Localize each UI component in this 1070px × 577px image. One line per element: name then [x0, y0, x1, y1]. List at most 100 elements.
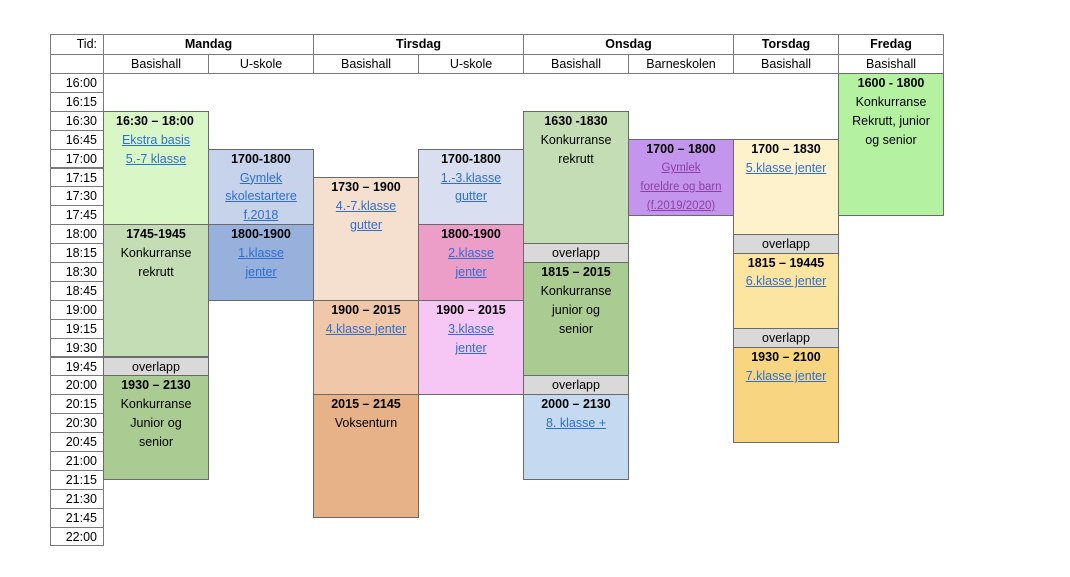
activity-link[interactable]: gutter [350, 217, 382, 232]
activity-block: 1700-1800 1.-3.klasse gutter [418, 148, 524, 226]
activity-block: 1745-1945 Konkurranse rekrutt [103, 224, 209, 358]
activity-link[interactable]: f.2018 [243, 208, 279, 223]
activity-time: 1930 – 2130 [121, 378, 191, 393]
activity-link[interactable]: jenter [245, 265, 277, 279]
day-header-fredag: Fredag [838, 34, 944, 55]
activity-time: 1700 – 1830 [751, 142, 821, 157]
activity-link[interactable]: 7.klasse jenter [745, 368, 827, 383]
time-slot: 20:30 [50, 413, 104, 434]
activity-block: overlapp [733, 328, 839, 349]
tid-subheader-empty [50, 54, 104, 74]
activity-block: 1800-1900 1.klasse jenter [208, 224, 314, 301]
activity-block: 2000 – 2130 8. klasse + [523, 394, 629, 481]
activity-block: 16:30 – 18:00 Ekstra basis 5.-7 klasse [103, 110, 209, 226]
activity-text: overlapp [762, 236, 810, 251]
activity-link[interactable]: 1.klasse [238, 246, 284, 261]
activity-link[interactable]: Ekstra basis [121, 132, 191, 147]
activity-time: 1600 - 1800 [857, 76, 925, 90]
activity-block: overlapp [523, 243, 629, 263]
time-slot: 19:00 [50, 299, 104, 320]
activity-link[interactable]: 3.klasse [448, 321, 494, 336]
venue-header: U-skole [208, 54, 314, 74]
activity-text: Konkurranse [120, 397, 192, 412]
activity-link[interactable]: 4.-7.klasse [335, 198, 397, 213]
day-header-mandag: Mandag [103, 34, 314, 55]
venue-header: Basishall [523, 54, 629, 74]
activity-link[interactable]: Gymlek [661, 162, 701, 175]
activity-text: overlapp [552, 246, 600, 261]
activity-text: rekrutt [138, 265, 174, 279]
activity-text: overlapp [552, 378, 600, 393]
time-slot: 18:00 [50, 224, 104, 245]
day-header-onsdag: Onsdag [523, 34, 734, 55]
activity-block: overlapp [733, 233, 839, 254]
activity-block: 1930 – 2130 Konkurranse Junior og senior [103, 375, 209, 481]
activity-link[interactable]: foreldre og barn [640, 180, 722, 193]
activity-link[interactable]: 8. klasse + [545, 416, 607, 431]
activity-time: 1730 – 1900 [331, 179, 401, 194]
activity-block: 1900 – 2015 4.klasse jenter [313, 299, 419, 396]
time-slot: 21:00 [50, 451, 104, 471]
activity-block: 1600 - 1800 Konkurranse Rekrutt, junior og … [838, 73, 944, 216]
activity-time: 2015 – 2145 [331, 397, 401, 412]
activity-link[interactable]: (f.2019/2020) [646, 199, 716, 212]
activity-block: 1900 – 2015 3.klasse jenter [418, 299, 524, 396]
time-slot: 18:45 [50, 280, 104, 301]
activity-block: 1800-1900 2.klasse jenter [418, 224, 524, 301]
activity-block: 1700-1800 Gymlek skolestartere f.2018 [208, 148, 314, 226]
day-header-tirsdag: Tirsdag [313, 34, 524, 55]
activity-link[interactable]: 5.klasse jenter [745, 161, 827, 176]
activity-time: 1745-1945 [126, 227, 186, 242]
activity-time: 1800-1900 [441, 227, 501, 242]
activity-link[interactable]: skolestartere [225, 189, 297, 204]
activity-text: og senior [865, 132, 917, 147]
activity-link[interactable]: jenter [455, 265, 487, 279]
activity-block: 1700 – 1830 5.klasse jenter [733, 139, 839, 235]
venue-header: Barneskolen [628, 54, 734, 74]
activity-text: Rekrutt, junior [852, 113, 930, 128]
time-slot: 19:15 [50, 318, 104, 339]
activity-link[interactable]: gutter [455, 189, 487, 204]
time-slot: 16:45 [50, 129, 104, 150]
activity-link[interactable]: 5.-7 klasse [125, 151, 187, 166]
activity-link[interactable]: 6.klasse jenter [745, 274, 827, 289]
activity-text: Konkurranse [540, 132, 612, 147]
day-header-torsdag: Torsdag [733, 34, 839, 55]
activity-block: 2015 – 2145 Voksenturn [313, 394, 419, 519]
activity-block: overlapp [523, 375, 629, 396]
activity-link[interactable]: jenter [455, 340, 487, 355]
venue-header: Basishall [838, 54, 944, 74]
activity-link[interactable]: 2.klasse [448, 246, 494, 261]
venue-header: U-skole [418, 54, 524, 74]
time-slot: 17:30 [50, 186, 104, 207]
time-slot: 17:45 [50, 205, 104, 226]
activity-text: senior [138, 435, 174, 450]
time-slot: 19:45 [50, 356, 104, 377]
activity-time: 1700 – 1800 [646, 142, 716, 157]
time-slot: 21:15 [50, 469, 104, 490]
tid-label: Tid: [50, 34, 104, 55]
time-slot: 18:15 [50, 243, 104, 263]
activity-block: 1730 – 1900 4.-7.klasse gutter [313, 176, 419, 301]
activity-time: 1700-1800 [231, 151, 291, 166]
time-slot: 20:15 [50, 394, 104, 415]
activity-link[interactable]: 4.klasse jenter [325, 321, 407, 336]
venue-header: Basishall [733, 54, 839, 74]
activity-time: 1900 – 2015 [331, 302, 401, 317]
time-slot: 21:45 [50, 507, 104, 528]
activity-link[interactable]: 1.-3.klasse [440, 170, 502, 185]
activity-time: 1815 – 19445 [747, 255, 825, 270]
time-slot: 17:15 [50, 167, 104, 188]
activity-link[interactable]: Gymlek [239, 170, 283, 185]
time-slot: 20:00 [50, 375, 104, 396]
activity-block: overlapp [103, 356, 209, 377]
time-slot: 20:45 [50, 432, 104, 452]
activity-text: Voksenturn [334, 416, 398, 431]
activity-text: overlapp [132, 359, 180, 374]
time-slot: 19:30 [50, 337, 104, 358]
activity-time: 1700-1800 [441, 151, 501, 166]
activity-text: Konkurranse [540, 283, 612, 298]
activity-text: Konkurranse [855, 94, 927, 109]
activity-time: 2000 – 2130 [541, 397, 611, 412]
